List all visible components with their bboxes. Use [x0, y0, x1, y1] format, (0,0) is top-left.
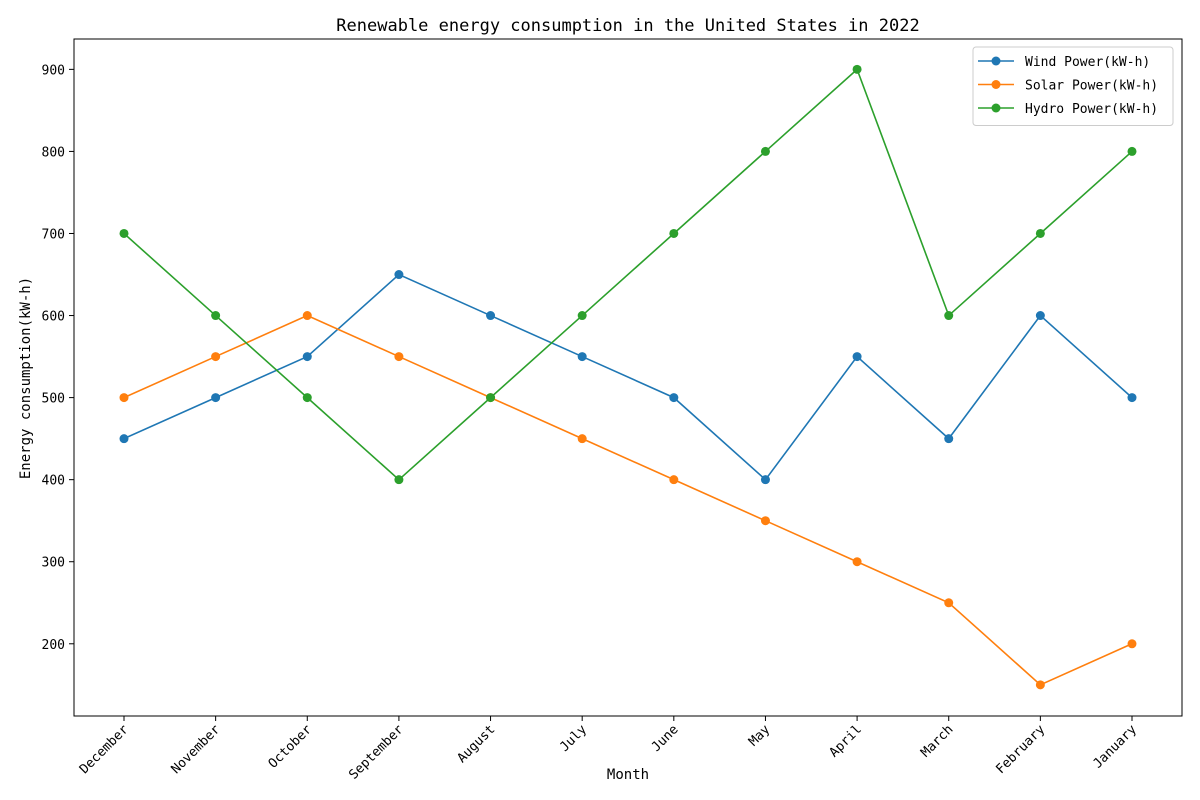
legend-frame — [972, 46, 1174, 126]
legend-label: Solar Power(kW-h) — [1025, 79, 1158, 94]
x-tick-label: September — [346, 722, 407, 783]
data-point — [302, 311, 312, 321]
plot-area-frame — [73, 38, 1183, 717]
data-point — [852, 64, 862, 74]
data-point — [760, 475, 770, 485]
series-group — [119, 64, 1137, 690]
legend: Wind Power(kW-h) Solar Power(kW-h) Hydro P… — [972, 46, 1174, 126]
x-tick-label: January — [1090, 722, 1139, 771]
data-point — [394, 475, 404, 485]
x-tick-label: February — [993, 722, 1048, 777]
data-point — [669, 393, 679, 403]
data-point — [394, 270, 404, 280]
data-point — [1035, 680, 1045, 690]
y-tick-label: 400 — [42, 474, 65, 489]
x-tick-label: December — [77, 722, 132, 777]
y-tick-label: 700 — [42, 227, 65, 242]
series-3 — [119, 64, 1137, 485]
series-line — [123, 67, 1133, 481]
series-1 — [119, 270, 1137, 485]
data-point — [760, 516, 770, 526]
data-point — [944, 311, 954, 321]
data-point — [486, 311, 496, 321]
data-point — [211, 393, 221, 403]
y-tick-label: 900 — [42, 63, 65, 78]
data-point — [944, 598, 954, 608]
data-point — [1127, 393, 1137, 403]
x-tick-label: April — [827, 722, 865, 760]
series-line — [123, 314, 1133, 686]
data-point — [1035, 228, 1045, 238]
legend-marker — [991, 103, 1001, 113]
y-tick-label: 500 — [42, 392, 65, 407]
data-point — [577, 434, 587, 444]
data-point — [302, 393, 312, 403]
data-point — [669, 475, 679, 485]
x-tick-label: May — [746, 722, 773, 749]
x-tick-label: August — [455, 722, 499, 766]
x-axis-label: Month — [607, 767, 649, 783]
data-point — [119, 434, 129, 444]
data-point — [211, 352, 221, 362]
legend-label: Wind Power(kW-h) — [1025, 55, 1150, 70]
data-point — [760, 146, 770, 156]
legend-item: Solar Power(kW-h) — [978, 79, 1158, 94]
legend-item: Wind Power(kW-h) — [978, 55, 1150, 70]
series-line — [123, 273, 1133, 481]
data-point — [394, 352, 404, 362]
data-point — [1127, 146, 1137, 156]
x-tick-label: July — [557, 722, 590, 755]
y-tick-label: 600 — [42, 310, 65, 325]
data-point — [119, 393, 129, 403]
data-point — [1127, 639, 1137, 649]
data-point — [669, 228, 679, 238]
chart-title: Renewable energy consumption in the Unit… — [336, 16, 919, 36]
data-point — [577, 311, 587, 321]
y-axis: 200 300 400 500 600 700 800 900 — [42, 63, 74, 653]
y-tick-label: 200 — [42, 638, 65, 653]
x-tick-label: November — [169, 722, 224, 777]
x-tick-label: October — [266, 722, 315, 771]
y-tick-label: 300 — [42, 556, 65, 571]
y-tick-label: 800 — [42, 145, 65, 160]
series-2 — [119, 311, 1137, 690]
data-point — [852, 352, 862, 362]
y-axis-label: Energy consumption(kW-h) — [18, 277, 34, 479]
legend-marker — [991, 80, 1001, 89]
data-point — [119, 228, 129, 238]
legend-marker — [991, 56, 1001, 66]
data-point — [577, 352, 587, 362]
legend-item: Hydro Power(kW-h) — [978, 102, 1158, 117]
data-point — [944, 434, 954, 444]
data-point — [211, 311, 221, 321]
legend-label: Hydro Power(kW-h) — [1025, 102, 1158, 117]
data-point — [302, 352, 312, 362]
data-point — [852, 557, 862, 567]
x-tick-label: June — [649, 722, 682, 755]
x-tick-label: March — [918, 722, 956, 760]
data-point — [486, 393, 496, 403]
data-point — [1035, 311, 1045, 321]
